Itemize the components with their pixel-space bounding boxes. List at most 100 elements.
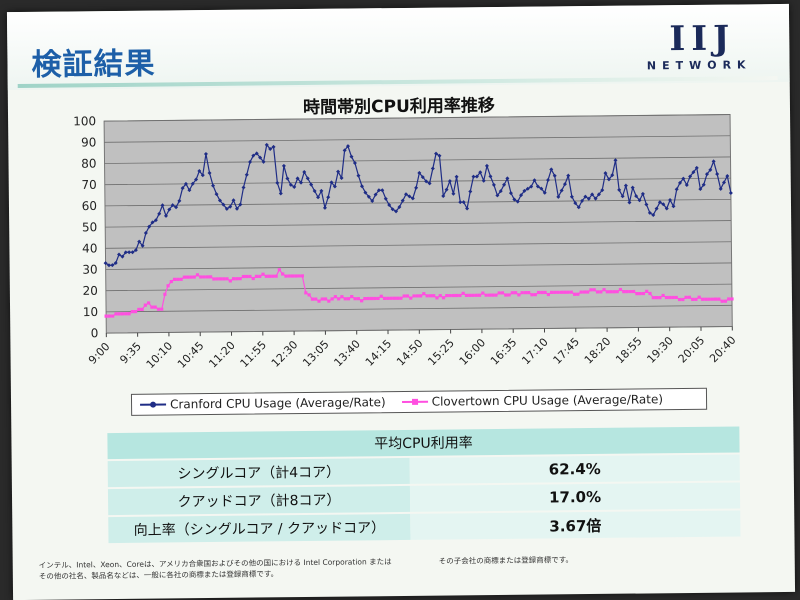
- data-point-clovertown: [713, 297, 718, 301]
- data-point-cranford: [241, 185, 246, 190]
- data-point-clovertown: [710, 297, 714, 301]
- data-point-cranford: [451, 191, 456, 196]
- data-point-cranford: [183, 181, 188, 186]
- data-point-cranford: [580, 198, 585, 203]
- data-point-clovertown: [241, 274, 245, 279]
- data-point-clovertown: [661, 293, 665, 298]
- data-point-clovertown: [228, 279, 232, 283]
- data-point-clovertown: [130, 309, 134, 314]
- data-point-cranford: [288, 182, 293, 187]
- data-point-clovertown: [120, 312, 125, 316]
- data-point-cranford: [600, 188, 605, 193]
- slide: 検証結果 IIJ NETWORK 時間帯別CPU利用率推移 0 10 20 30 40 5…: [6, 3, 796, 600]
- data-point-clovertown: [254, 274, 259, 279]
- data-point-clovertown: [569, 290, 573, 294]
- data-point-cranford: [701, 182, 706, 187]
- data-point-cranford: [299, 180, 304, 185]
- data-point-cranford: [484, 163, 489, 168]
- data-point-clovertown: [520, 291, 524, 295]
- data-point-clovertown: [418, 294, 423, 298]
- data-point-cranford: [684, 182, 689, 187]
- data-point-clovertown: [700, 297, 705, 301]
- x-tick-label: 20:40: [707, 333, 738, 365]
- data-point-clovertown: [609, 290, 613, 294]
- table-row: シングルコア（計4コア） 62.4%: [107, 454, 740, 488]
- data-point-clovertown: [487, 293, 492, 297]
- data-point-cranford: [468, 189, 473, 194]
- data-point-cranford: [610, 173, 615, 178]
- data-point-clovertown: [300, 274, 304, 278]
- data-point-cranford: [471, 174, 476, 179]
- data-point-clovertown: [356, 297, 360, 301]
- data-point-cranford: [576, 205, 581, 210]
- data-point-cranford: [566, 173, 571, 178]
- data-point-clovertown: [261, 272, 265, 276]
- data-point-cranford: [502, 182, 507, 187]
- data-point-cranford: [363, 190, 368, 195]
- data-point-cranford: [674, 187, 679, 192]
- data-point-clovertown: [730, 297, 734, 301]
- gridline: [106, 304, 733, 313]
- data-point-clovertown: [222, 277, 226, 281]
- data-point-clovertown: [592, 288, 596, 292]
- data-point-clovertown: [717, 297, 721, 301]
- data-point-cranford: [404, 192, 409, 197]
- data-point-cranford: [647, 210, 652, 215]
- data-point-cranford: [637, 198, 642, 203]
- data-point-cranford: [519, 193, 524, 198]
- x-tick-label: 14:15: [363, 337, 394, 369]
- data-point-clovertown: [687, 295, 691, 299]
- data-point-clovertown: [579, 290, 583, 294]
- table-row: 向上率（シングルコア / クアッドコア） 3.67倍: [108, 510, 741, 544]
- chart-legend: Cranford CPU Usage (Average/Rate) Clover…: [130, 387, 708, 416]
- data-point-cranford: [319, 188, 324, 193]
- data-point-cranford: [420, 175, 425, 180]
- data-point-cranford: [495, 193, 500, 198]
- data-point-cranford: [715, 172, 720, 177]
- data-point-cranford: [657, 200, 662, 205]
- data-point-cranford: [302, 170, 307, 175]
- data-point-cranford: [387, 203, 392, 208]
- data-point-cranford: [671, 204, 676, 209]
- data-point-clovertown: [114, 312, 118, 316]
- data-point-cranford: [342, 148, 347, 153]
- data-point-clovertown: [563, 290, 567, 294]
- data-point-clovertown: [251, 276, 255, 281]
- y-tick-label: 100: [73, 114, 96, 128]
- gridline: [105, 220, 732, 228]
- data-point-cranford: [417, 170, 422, 175]
- data-point-clovertown: [582, 290, 587, 294]
- data-point-cranford: [606, 177, 611, 182]
- data-point-clovertown: [208, 275, 213, 279]
- data-point-clovertown: [297, 274, 301, 278]
- data-point-clovertown: [337, 297, 341, 301]
- data-point-clovertown: [386, 296, 390, 300]
- data-point-cranford: [725, 174, 730, 179]
- data-point-clovertown: [494, 293, 498, 297]
- data-point-clovertown: [366, 296, 370, 301]
- data-point-cranford: [123, 250, 128, 255]
- data-point-clovertown: [235, 277, 239, 281]
- data-point-cranford: [103, 261, 108, 266]
- data-point-cranford: [447, 179, 452, 184]
- legend-item-cranford: Cranford CPU Usage (Average/Rate): [140, 395, 386, 412]
- data-point-cranford: [532, 178, 537, 183]
- data-point-clovertown: [455, 293, 459, 298]
- data-point-clovertown: [238, 277, 242, 281]
- data-point-cranford: [474, 174, 479, 179]
- data-point-cranford: [349, 154, 354, 159]
- data-point-cranford: [505, 176, 510, 181]
- data-point-clovertown: [428, 294, 433, 298]
- data-point-cranford: [394, 209, 399, 214]
- data-point-cranford: [332, 184, 337, 189]
- data-point-clovertown: [510, 291, 514, 295]
- data-point-cranford: [458, 200, 463, 205]
- average-cpu-table: 平均CPU利用率 シングルコア（計4コア） 62.4% クアッドコア（計8コア）…: [107, 424, 741, 545]
- data-point-cranford: [140, 243, 145, 248]
- data-point-clovertown: [248, 274, 252, 279]
- data-point-cranford: [478, 170, 483, 175]
- data-point-clovertown: [353, 297, 357, 301]
- data-point-clovertown: [192, 275, 196, 279]
- data-point-clovertown: [468, 293, 472, 297]
- data-point-cranford: [400, 198, 405, 203]
